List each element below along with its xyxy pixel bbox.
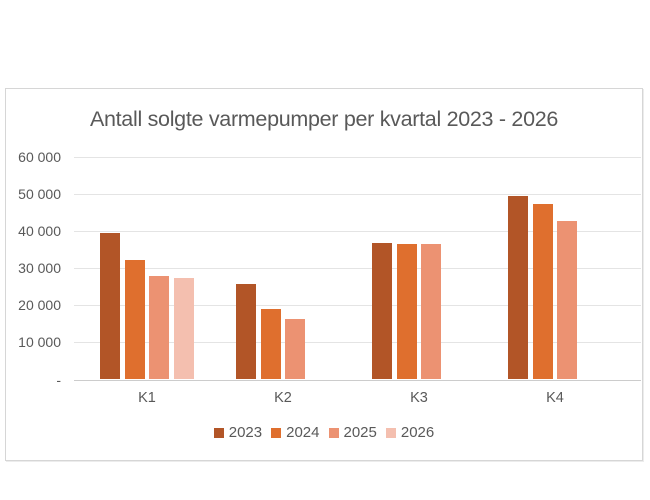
bar-K4-2025 <box>557 220 578 380</box>
bar-K1-2024 <box>124 259 145 380</box>
x-axis-label: K2 <box>274 390 292 406</box>
legend-swatch-2026 <box>385 427 396 438</box>
legend: 2023 2024 2025 2026 <box>6 424 642 441</box>
legend-label: 2024 <box>286 424 320 441</box>
legend-swatch-2023 <box>213 427 224 438</box>
x-axis-line <box>74 379 641 381</box>
y-axis-tick-label: 60 000 <box>18 148 61 165</box>
legend-item: 2025 <box>328 424 377 441</box>
legend-label: 2025 <box>343 424 377 441</box>
legend-label: 2023 <box>228 424 263 441</box>
y-axis-tick-label: 10 000 <box>18 334 61 351</box>
x-axis-label: K4 <box>546 390 564 406</box>
gridline <box>74 231 641 233</box>
bar-K3-2025 <box>421 244 442 380</box>
legend-swatch-2024 <box>271 427 282 438</box>
legend-item: 2026 <box>385 424 435 441</box>
y-axis-tick-label: 20 000 <box>18 297 61 314</box>
gridline <box>74 305 641 307</box>
plot-area: - 10 000 20 000 30 000 40 000 50 000 60 000 K1… <box>6 89 642 460</box>
bar-K2-2023 <box>236 284 256 380</box>
y-axis-tick-label: 40 000 <box>18 223 61 240</box>
legend-item: 2024 <box>271 424 320 441</box>
bar-K4-2023 <box>508 196 528 380</box>
gridline <box>74 193 641 195</box>
legend-swatch-2025 <box>328 427 339 438</box>
chart-title: Antall solgte varmepumper per kvartal 20… <box>89 107 559 131</box>
bar-K1-2023 <box>100 232 120 380</box>
y-axis-tick-label: - <box>56 371 61 388</box>
chart-frame: Antall solgte varmepumper per kvartal 20… <box>5 88 643 461</box>
legend-item: 2023 <box>213 424 263 441</box>
bar-K3-2023 <box>372 242 392 380</box>
bar-K1-2025 <box>149 276 170 380</box>
bar-K3-2024 <box>396 244 417 380</box>
legend-label: 2026 <box>400 424 435 441</box>
x-axis-label: K1 <box>138 390 156 406</box>
gridline <box>74 342 641 344</box>
bar-K2-2025 <box>285 318 306 380</box>
bar-K4-2024 <box>532 203 553 380</box>
gridline <box>74 268 641 270</box>
bar-K1-2026 <box>174 278 195 380</box>
x-axis-label: K3 <box>410 390 428 406</box>
y-axis-tick-label: 30 000 <box>18 260 61 277</box>
bar-K2-2024 <box>260 308 281 380</box>
gridline <box>74 156 641 158</box>
y-axis-tick-label: 50 000 <box>18 185 61 202</box>
